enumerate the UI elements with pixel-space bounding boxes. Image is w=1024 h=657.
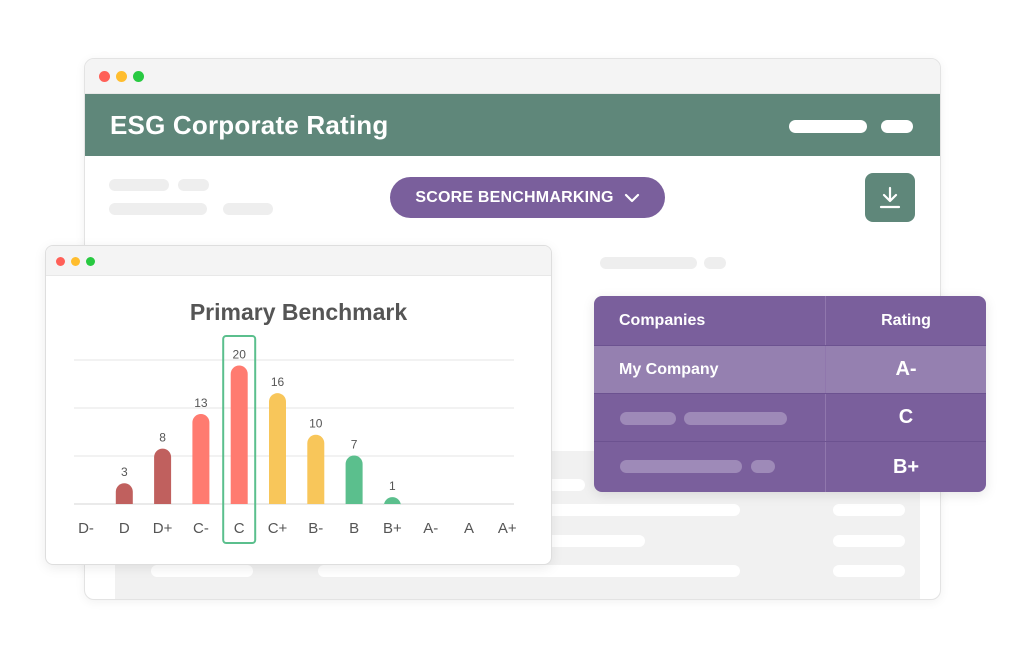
x-tick-label-D: D	[119, 520, 130, 537]
company-rating: C	[898, 406, 914, 428]
x-tick-label-D-: D-	[78, 520, 94, 537]
table-header-rating: Rating	[881, 311, 931, 329]
placeholder-line	[178, 179, 209, 191]
company-name-placeholder	[620, 460, 742, 473]
placeholder-line	[223, 203, 273, 215]
x-tick-label-A: A	[464, 520, 474, 537]
x-tick-label-B: B	[349, 520, 359, 537]
company-name-placeholder	[620, 412, 676, 425]
column-divider	[825, 296, 826, 345]
x-tick-label-D+: D+	[153, 520, 173, 537]
placeholder-line	[833, 504, 905, 516]
chevron-down-icon	[624, 193, 639, 202]
download-button[interactable]	[865, 173, 915, 222]
table-header-companies: Companies	[619, 311, 706, 329]
score-benchmarking-dropdown[interactable]: SCORE BENCHMARKING	[390, 177, 665, 218]
placeholder-line	[704, 257, 726, 269]
close-window-button[interactable]	[56, 257, 65, 266]
close-window-button[interactable]	[99, 71, 110, 82]
column-divider	[825, 346, 826, 393]
highlighted-category-frame	[222, 335, 257, 544]
bar-C-[interactable]	[192, 413, 210, 504]
x-tick-label-C-: C-	[193, 520, 209, 537]
header-menu-placeholder-small[interactable]	[881, 120, 913, 133]
chart-window-titlebar	[46, 246, 551, 276]
x-tick-label-A+: A+	[498, 520, 517, 537]
app-title: ESG Corporate Rating	[110, 110, 389, 140]
bar-B+[interactable]	[383, 497, 401, 506]
primary-benchmark-chart: D- 3 D 8 D+ 13 C- 20 C 16 C+ 10 B- 7 B 1 B+ A- A A+	[74, 335, 517, 544]
data-label-B+: 1	[389, 479, 396, 493]
data-label-D+: 8	[159, 431, 166, 445]
bar-D[interactable]	[115, 483, 133, 504]
column-divider	[825, 442, 826, 492]
placeholder-line	[318, 565, 740, 577]
company-rating: A-	[895, 358, 917, 380]
x-tick-label-A-: A-	[423, 520, 438, 537]
placeholder-line	[833, 565, 905, 577]
placeholder-line	[109, 203, 207, 215]
placeholder-line	[833, 535, 905, 547]
company-name-placeholder	[751, 460, 775, 473]
maximize-window-button[interactable]	[133, 71, 144, 82]
bar-B-[interactable]	[307, 434, 325, 504]
placeholder-line	[151, 565, 253, 577]
chart-window: Primary Benchmark D- 3 D 8 D+ 13 C- 20 C 16 C+ 10 B-…	[45, 245, 552, 565]
table-header-row: Companies Rating	[594, 296, 986, 346]
ratings-table: Companies Rating My Company A- C B+	[594, 296, 986, 492]
bar-D+[interactable]	[154, 448, 172, 504]
table-row[interactable]: My Company A-	[594, 346, 986, 394]
data-label-D: 3	[121, 465, 128, 479]
data-label-B-: 10	[309, 417, 323, 431]
company-rating: B+	[892, 455, 920, 478]
chart-title: Primary Benchmark	[189, 299, 408, 325]
column-divider	[825, 394, 826, 441]
maximize-window-button[interactable]	[86, 257, 95, 266]
bar-C[interactable]	[230, 365, 248, 504]
window-titlebar	[85, 59, 940, 94]
bar-B[interactable]	[345, 455, 363, 504]
data-label-B: 7	[351, 438, 358, 452]
placeholder-line	[109, 179, 169, 191]
table-row[interactable]: B+	[594, 442, 986, 492]
app-header: ESG Corporate Rating	[85, 94, 940, 156]
x-tick-label-B+: B+	[383, 520, 402, 537]
data-label-C+: 16	[271, 375, 285, 389]
x-tick-label-C: C	[234, 520, 245, 537]
download-icon	[879, 186, 901, 208]
data-label-C: 20	[233, 347, 247, 361]
x-tick-label-B-: B-	[308, 520, 323, 537]
company-name: My Company	[619, 360, 719, 378]
data-label-C-: 13	[194, 396, 208, 410]
score-benchmarking-label: SCORE BENCHMARKING	[415, 188, 614, 206]
minimize-window-button[interactable]	[116, 71, 127, 82]
x-tick-label-C+: C+	[268, 520, 288, 537]
minimize-window-button[interactable]	[71, 257, 80, 266]
bar-C+[interactable]	[269, 393, 286, 504]
header-menu-placeholder[interactable]	[789, 120, 867, 133]
placeholder-line	[600, 257, 697, 269]
table-row[interactable]: C	[594, 394, 986, 442]
company-name-placeholder	[684, 412, 787, 425]
